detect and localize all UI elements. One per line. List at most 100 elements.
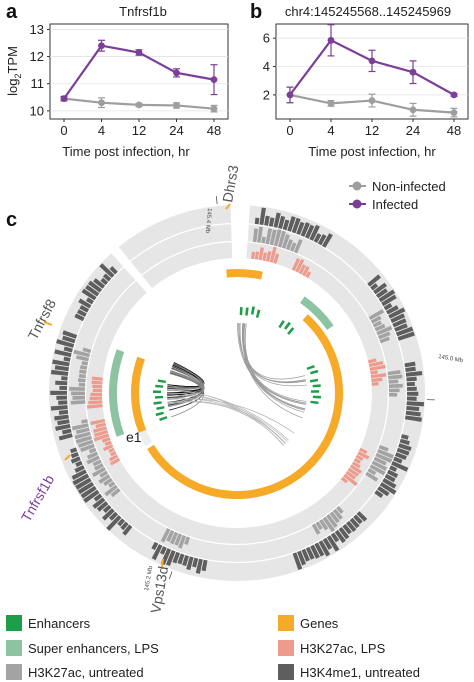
h3k27ac-untreated-signal-bar [99,470,109,478]
chart-b-xlabel: Time post infection, hr [308,144,436,159]
h3k4me1-signal-bar [109,266,118,275]
data-point-non-infected-b [368,97,376,104]
h3k27ac-untreated-signal-bar [81,360,89,366]
h3k27ac-lps-signal-bar [367,358,377,364]
h3k27ac-untreated-signal-bar [75,435,93,444]
h3k27ac-lps-signal-bar [269,246,277,263]
h3k4me1-signal-bar [399,438,410,446]
h3k27ac-lps-signal-bar [254,251,260,260]
h3k4me1-signal-bar [396,447,410,456]
data-point-non-infected-a [210,105,218,113]
h3k27ac-untreated-signal-bar [371,460,388,471]
h3k27ac-untreated-signal-bar [273,229,282,247]
h3k27ac-lps-signal-bar [94,429,109,437]
h3k4me1-signal-bar [254,217,260,225]
data-point-infected-b [450,91,458,99]
h3k4me1-signal-bar [326,535,340,552]
h3k4me1-signal-bar [313,233,322,244]
enhancer-tick [306,364,315,370]
y-tick-label-b: 6 [263,31,270,46]
h3k27ac-untreated-signal-bar [289,242,297,252]
h3k27ac-untreated-signal-bar [86,451,99,460]
h3k27ac-untreated-signal-bar [78,439,94,448]
h3k27ac-untreated-signal-bar [373,456,387,466]
h3k27ac-lps-signal-bar [101,437,111,443]
h3k4me1-signal-bar [56,339,75,348]
h3k4me1-signal-bar [367,274,381,287]
h3k4me1-signal-bar [390,313,406,324]
enhancer-tick [239,307,243,316]
h3k4me1-signal-bar [108,511,119,521]
h3k27ac-untreated-signal-bar [75,427,90,435]
h3k27ac-lps-signal-bar [345,470,356,480]
h3k4me1-signal-bar [151,541,159,551]
h3k27ac-lps-signal-bar [102,444,114,452]
h3k27ac-untreated-signal-bar [166,529,175,542]
h3k27ac-lps-signal-bar [295,258,305,273]
h3k27ac-lps-signal-bar [355,454,364,461]
h3k4me1-signal-bar [406,396,417,401]
h3k27ac-untreated-signal-bar [387,370,401,376]
h3k4me1-signal-bar [117,518,126,527]
h3k4me1-signal-bar [87,280,103,293]
h3k4me1-signal-bar [100,277,109,286]
h3k27ac-untreated-signal-bar [169,531,179,545]
h3k27ac-untreated-signal-bar [81,419,88,424]
h3k27ac-lps-signal-bar [89,396,103,401]
h3k27ac-untreated-signal-bar [376,325,393,336]
h3k27ac-untreated-signal-bar [82,347,92,354]
h3k4me1-signal-bar [50,369,69,376]
h3k4me1-signal-bar [52,359,70,367]
h3k4me1-signal-bar [55,380,68,386]
h3k4me1-signal-bar [300,222,310,237]
ring-h3k27ac-untreated-band [130,224,232,275]
h3k4me1-signal-bar [385,305,399,315]
h3k4me1-signal-bar [63,356,71,362]
enhancer-tick [157,379,167,383]
h3k4me1-signal-bar [70,451,79,459]
h3k27ac-untreated-signal-bar [374,323,386,332]
h3k4me1-signal-bar [192,557,199,568]
gene-tick-vps13d [161,558,164,568]
legend-infected: Infected [349,197,418,212]
legend-h3k27ac-untreated-swatch [6,664,22,680]
h3k4me1-signal-bar [59,385,68,391]
h3k27ac-lps-signal-bar [258,247,264,261]
h3k27ac-untreated-signal-bar [77,378,86,383]
gene-label-tnfrsf1b: Tnfrsf1b [18,472,58,525]
legend-genes-swatch [278,615,294,631]
data-point-non-infected-a [135,101,143,109]
enhancer-tick [312,384,321,388]
h3k4me1-signal-bar [70,456,81,464]
h3k27ac-untreated-signal-bar [370,315,382,324]
h3k4me1-signal-bar [292,552,303,570]
h3k4me1-signal-bar [99,263,115,278]
h3k27ac-untreated-signal-bar [71,423,89,431]
data-point-infected-b [368,57,376,65]
h3k27ac-untreated-signal-bar [378,444,389,452]
h3k4me1-signal-bar [61,376,68,381]
h3k27ac-untreated-signal-bar [377,448,394,459]
h3k4me1-signal-bar [93,493,103,502]
h3k27ac-untreated-signal-bar [269,229,277,246]
legend-h3k4me1-untreated-label: H3K4me1, untreated [300,665,420,680]
legend-enhancers: Enhancers [6,615,91,631]
h3k27ac-lps-signal-bar [88,400,103,405]
h3k27ac-untreated-signal-bar [329,511,340,524]
h3k4me1-signal-bar [63,346,73,353]
x-tick-label-a: 24 [169,123,183,138]
h3k27ac-lps-signal-bar [95,422,107,429]
h3k4me1-signal-bar [392,318,407,328]
h3k27ac-untreated-signal-bar [80,443,95,453]
x-tick-label-b: 0 [286,123,293,138]
h3k4me1-signal-bar [389,465,398,472]
h3k4me1-signal-bar [278,215,286,230]
mb-label-145-4: 145.4 Mb [204,208,212,234]
legend-non-infected: Non-infected [349,179,446,194]
chord-link [238,323,307,404]
h3k27ac-untreated-signal-bar [69,386,86,391]
h3k27ac-lps-signal-bar [371,377,383,382]
h3k4me1-signal-bar [62,330,78,339]
h3k4me1-signal-bar [85,297,94,305]
h3k4me1-signal-bar [57,419,70,426]
